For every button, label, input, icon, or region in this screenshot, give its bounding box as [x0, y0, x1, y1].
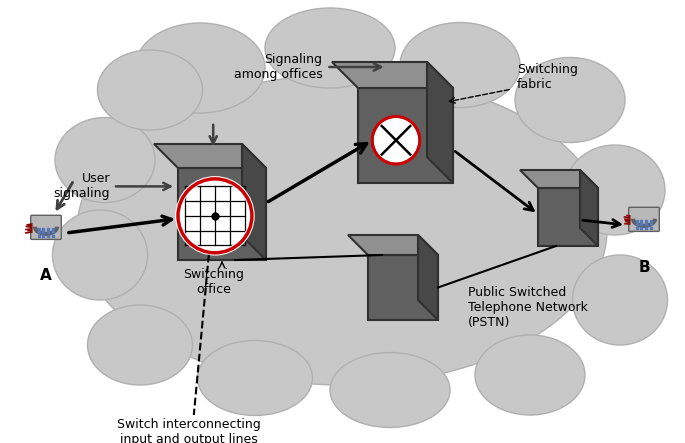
Polygon shape	[178, 168, 266, 260]
Polygon shape	[242, 144, 266, 260]
Text: Switching
fabric: Switching fabric	[517, 63, 578, 91]
FancyBboxPatch shape	[629, 207, 659, 231]
Ellipse shape	[178, 179, 252, 253]
Polygon shape	[580, 170, 598, 246]
Polygon shape	[520, 170, 598, 188]
Ellipse shape	[77, 75, 607, 385]
Polygon shape	[538, 188, 598, 246]
Ellipse shape	[372, 117, 420, 164]
Ellipse shape	[197, 341, 312, 416]
Text: Signaling
among offices: Signaling among offices	[234, 53, 323, 81]
Polygon shape	[332, 62, 453, 88]
Ellipse shape	[88, 305, 192, 385]
Polygon shape	[154, 144, 266, 168]
Ellipse shape	[135, 23, 265, 113]
FancyBboxPatch shape	[31, 215, 61, 239]
Ellipse shape	[97, 50, 203, 130]
Ellipse shape	[565, 145, 665, 235]
Polygon shape	[427, 62, 453, 183]
Text: A: A	[40, 268, 52, 283]
Text: Switching
office: Switching office	[183, 268, 244, 296]
Text: Switch interconnecting
input and output lines: Switch interconnecting input and output …	[117, 418, 261, 443]
Polygon shape	[418, 235, 438, 320]
Ellipse shape	[330, 353, 450, 427]
Ellipse shape	[400, 23, 520, 108]
Ellipse shape	[55, 117, 155, 202]
Ellipse shape	[265, 8, 395, 88]
Ellipse shape	[515, 58, 625, 143]
Text: B: B	[638, 260, 650, 275]
Ellipse shape	[573, 255, 667, 345]
Text: User
signaling: User signaling	[53, 172, 110, 200]
Ellipse shape	[475, 335, 585, 415]
Polygon shape	[368, 255, 438, 320]
Ellipse shape	[53, 210, 147, 300]
Polygon shape	[348, 235, 438, 255]
Polygon shape	[358, 88, 453, 183]
Text: Public Switched
Telephone Network
(PSTN): Public Switched Telephone Network (PSTN)	[468, 286, 588, 329]
